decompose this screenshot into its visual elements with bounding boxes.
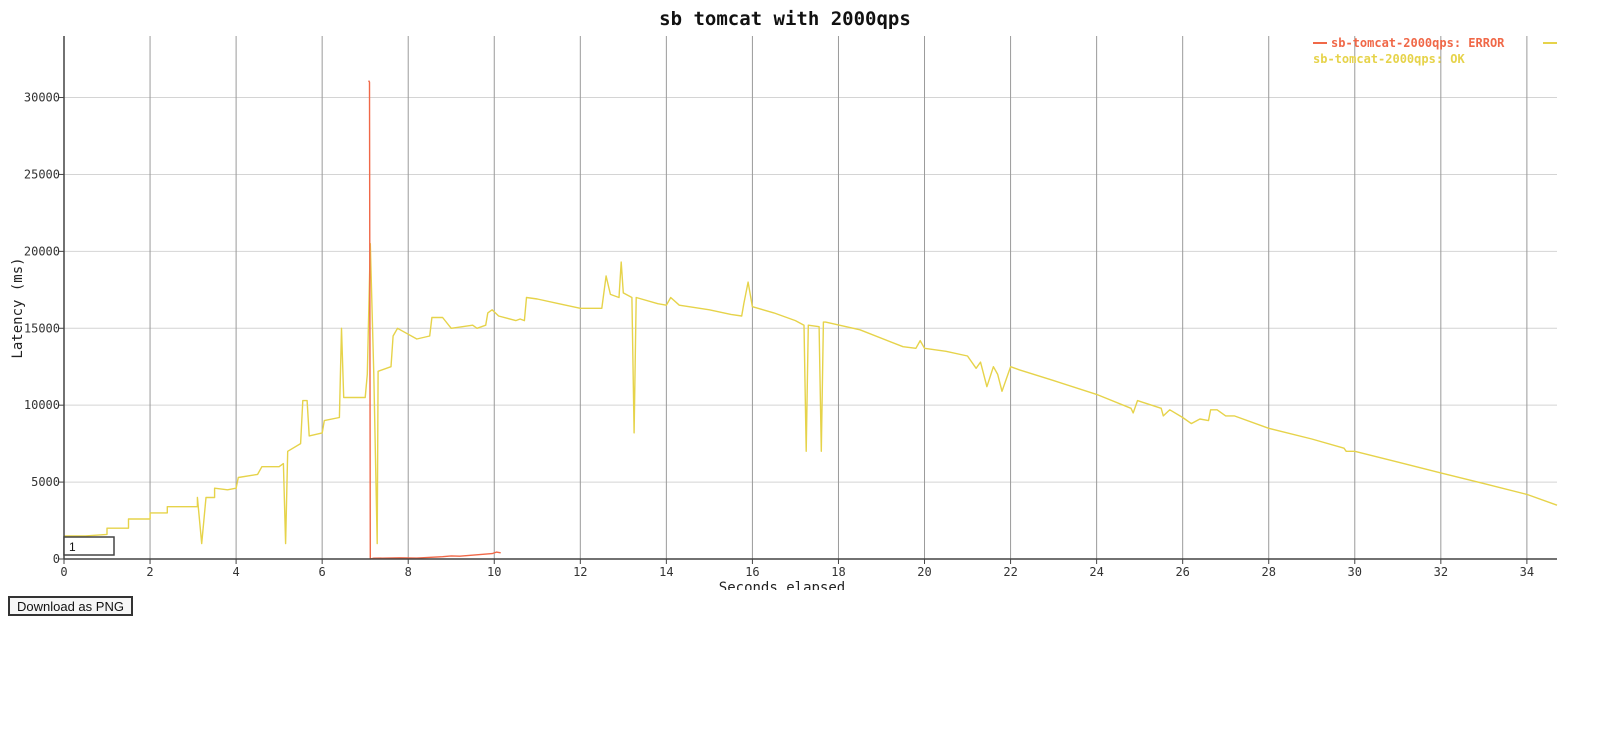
x-tick-label: 28 xyxy=(1261,565,1275,579)
y-tick-label: 20000 xyxy=(24,244,60,258)
x-tick-label: 30 xyxy=(1348,565,1362,579)
y-tick-label: 10000 xyxy=(24,398,60,412)
x-tick-label: 0 xyxy=(60,565,67,579)
grid xyxy=(64,36,1557,559)
y-tick-label: 25000 xyxy=(24,167,60,181)
x-tick-label: 14 xyxy=(659,565,673,579)
x-tick-labels: 0 2 4 6 8 10 12 14 16 18 20 22 24 26 28 30 32 34 xyxy=(60,559,1534,579)
x-tick-label: 2 xyxy=(146,565,153,579)
x-tick-label: 32 xyxy=(1434,565,1448,579)
x-tick-label: 4 xyxy=(232,565,239,579)
range-input[interactable]: 1 xyxy=(63,536,115,556)
x-axis-label: Seconds elapsed xyxy=(719,580,845,590)
x-tick-label: 22 xyxy=(1003,565,1017,579)
x-tick-label: 12 xyxy=(573,565,587,579)
series-line-ok xyxy=(64,243,1558,545)
y-tick-label: 30000 xyxy=(24,91,60,105)
series-layer xyxy=(64,80,1558,560)
range-input-box[interactable] xyxy=(63,536,115,556)
x-tick-label: 20 xyxy=(917,565,931,579)
y-tick-label: 5000 xyxy=(31,475,60,489)
x-tick-label: 18 xyxy=(831,565,845,579)
y-tick-label: 15000 xyxy=(24,321,60,335)
legend-ok-label: sb-tomcat-2000qps: OK xyxy=(1313,52,1465,66)
y-tick-labels: 0 5000 10000 15000 20000 25000 30000 xyxy=(24,91,64,566)
legend-error-label: sb-tomcat-2000qps: ERROR xyxy=(1331,36,1505,50)
series-line-error xyxy=(367,80,501,560)
latency-chart: 0 2 4 6 8 10 12 14 16 18 20 22 24 26 28 30 32 34 05000100… xyxy=(10,8,1558,590)
x-tick-label: 34 xyxy=(1520,565,1534,579)
y-axis-label: Latency (ms) xyxy=(10,257,26,358)
chart-title: sb tomcat with 2000qps xyxy=(659,8,911,30)
y-tick-label: 0 xyxy=(53,552,60,566)
x-tick-label: 6 xyxy=(319,565,326,579)
x-tick-label: 10 xyxy=(487,565,501,579)
download-png-button[interactable]: Download as PNG xyxy=(8,596,133,616)
legend: sb-tomcat-2000qps: ERROR sb-tomcat-2000q… xyxy=(1313,36,1557,66)
x-tick-label: 26 xyxy=(1175,565,1189,579)
axes xyxy=(63,36,1557,560)
range-input-value: 1 xyxy=(69,540,76,554)
x-tick-label: 16 xyxy=(745,565,759,579)
x-tick-label: 24 xyxy=(1089,565,1103,579)
x-tick-label: 8 xyxy=(405,565,412,579)
